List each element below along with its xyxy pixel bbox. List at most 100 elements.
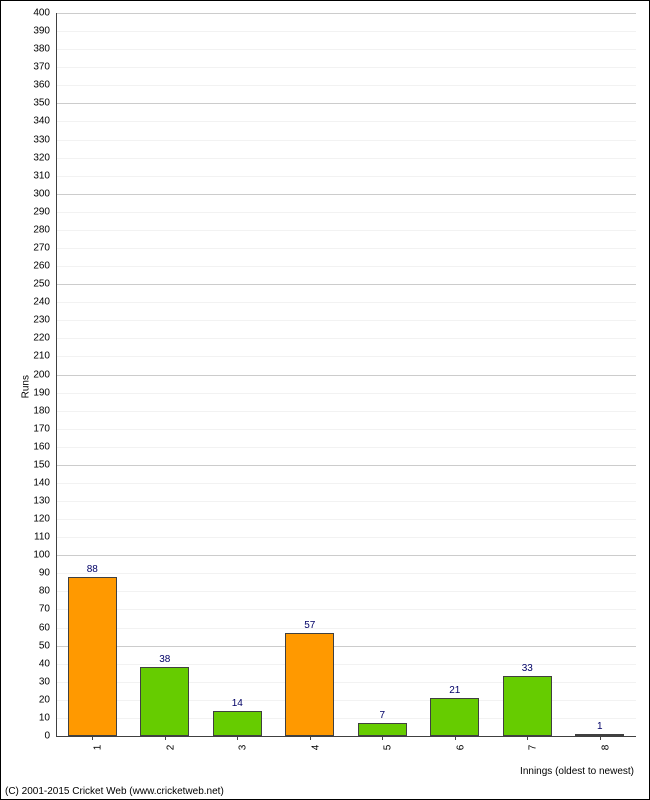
- gridline: [56, 573, 636, 574]
- ytick-label: 90: [39, 568, 56, 579]
- gridline: [56, 49, 636, 50]
- ytick-label: 320: [33, 152, 56, 163]
- xtick-label: 2: [153, 745, 176, 751]
- gridline: [56, 628, 636, 629]
- bar-value-label: 14: [232, 698, 243, 711]
- ytick-label: 390: [33, 26, 56, 37]
- gridline: [56, 212, 636, 213]
- gridline: [56, 393, 636, 394]
- gridline: [56, 158, 636, 159]
- ytick-label: 310: [33, 170, 56, 181]
- ytick-label: 50: [39, 640, 56, 651]
- ytick-label: 270: [33, 242, 56, 253]
- xtick-label: 1: [81, 745, 104, 751]
- gridline: [56, 230, 636, 231]
- gridline: [56, 664, 636, 665]
- plot-area: 0102030405060708090100110120130140150160…: [56, 13, 636, 736]
- ytick-label: 0: [44, 731, 56, 742]
- ytick-label: 200: [33, 369, 56, 380]
- ytick-label: 110: [34, 532, 56, 543]
- gridline: [56, 411, 636, 412]
- xtick-label: 4: [298, 745, 321, 751]
- gridline: [56, 176, 636, 177]
- bar: [430, 698, 479, 736]
- ytick-label: 190: [33, 387, 56, 398]
- ytick-label: 380: [33, 44, 56, 55]
- gridline: [56, 519, 636, 520]
- ytick-label: 170: [33, 423, 56, 434]
- gridline: [56, 67, 636, 68]
- bar: [68, 577, 117, 736]
- bar: [213, 711, 262, 736]
- ytick-label: 350: [33, 98, 56, 109]
- xtick-label: 7: [516, 745, 539, 751]
- y-axis-title: Runs: [21, 375, 32, 398]
- xtick-label: 6: [443, 745, 466, 751]
- gridline: [56, 609, 636, 610]
- bar-value-label: 57: [304, 620, 315, 633]
- gridline: [56, 736, 636, 737]
- gridline: [56, 284, 636, 285]
- ytick-label: 20: [39, 694, 56, 705]
- bar-value-label: 7: [379, 710, 385, 723]
- gridline: [56, 646, 636, 647]
- bar-value-label: 38: [159, 654, 170, 667]
- ytick-label: 30: [39, 676, 56, 687]
- bar-value-label: 88: [87, 564, 98, 577]
- ytick-label: 300: [33, 188, 56, 199]
- bar-value-label: 21: [449, 685, 460, 698]
- gridline: [56, 194, 636, 195]
- bar-value-label: 33: [522, 663, 533, 676]
- gridline: [56, 320, 636, 321]
- gridline: [56, 31, 636, 32]
- copyright-text: (C) 2001-2015 Cricket Web (www.cricketwe…: [5, 786, 224, 797]
- gridline: [56, 338, 636, 339]
- ytick-label: 100: [33, 550, 56, 561]
- xtick-mark: [92, 736, 93, 740]
- ytick-label: 250: [33, 279, 56, 290]
- ytick-label: 210: [33, 351, 56, 362]
- gridline: [56, 537, 636, 538]
- gridline: [56, 140, 636, 141]
- bar: [285, 633, 334, 736]
- ytick-label: 130: [33, 496, 56, 507]
- gridline: [56, 103, 636, 104]
- xtick-label: 8: [588, 745, 611, 751]
- ytick-label: 340: [33, 116, 56, 127]
- ytick-label: 240: [33, 297, 56, 308]
- xtick-mark: [237, 736, 238, 740]
- gridline: [56, 447, 636, 448]
- ytick-label: 120: [33, 514, 56, 525]
- ytick-label: 180: [33, 405, 56, 416]
- ytick-label: 290: [33, 206, 56, 217]
- ytick-label: 220: [33, 333, 56, 344]
- gridline: [56, 121, 636, 122]
- gridline: [56, 302, 636, 303]
- xtick-mark: [455, 736, 456, 740]
- gridline: [56, 85, 636, 86]
- bar: [140, 667, 189, 736]
- gridline: [56, 248, 636, 249]
- ytick-label: 360: [33, 80, 56, 91]
- gridline: [56, 266, 636, 267]
- gridline: [56, 375, 636, 376]
- xtick-mark: [310, 736, 311, 740]
- bar: [358, 723, 407, 736]
- ytick-label: 160: [33, 441, 56, 452]
- ytick-label: 40: [39, 658, 56, 669]
- ytick-label: 260: [33, 261, 56, 272]
- ytick-label: 140: [33, 477, 56, 488]
- ytick-label: 80: [39, 586, 56, 597]
- gridline: [56, 591, 636, 592]
- gridline: [56, 501, 636, 502]
- xtick-label: 3: [226, 745, 249, 751]
- ytick-label: 280: [33, 224, 56, 235]
- bar-value-label: 1: [597, 721, 603, 734]
- xtick-label: 5: [371, 745, 394, 751]
- ytick-label: 400: [33, 8, 56, 19]
- ytick-label: 150: [33, 459, 56, 470]
- ytick-label: 60: [39, 622, 56, 633]
- x-axis-title: Innings (oldest to newest): [520, 766, 634, 777]
- ytick-label: 330: [33, 134, 56, 145]
- ytick-label: 370: [33, 62, 56, 73]
